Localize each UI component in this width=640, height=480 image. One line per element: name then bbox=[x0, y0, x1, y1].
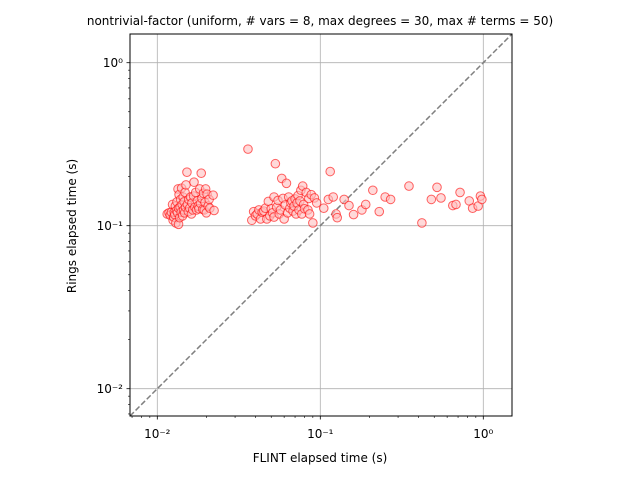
data-point bbox=[385, 194, 396, 205]
y-tick-label: 10⁻² bbox=[97, 382, 124, 396]
x-axis-ticks: 10⁻² 10⁻¹ 10⁰ bbox=[131, 416, 494, 441]
data-point bbox=[368, 185, 378, 196]
diagonal-dashed-line bbox=[129, 33, 513, 417]
data-point bbox=[436, 193, 446, 203]
y-tick-label: 10⁰ bbox=[103, 56, 123, 70]
data-point bbox=[196, 168, 207, 178]
data-point bbox=[477, 194, 487, 205]
y-axis-ticks: 10⁻² 10⁻¹ 10⁰ bbox=[97, 56, 130, 415]
data-points bbox=[162, 144, 487, 230]
diagonal-reference-line bbox=[129, 33, 513, 417]
data-point bbox=[181, 180, 191, 190]
x-tick-label: 10⁻² bbox=[144, 427, 171, 441]
data-point bbox=[417, 218, 427, 228]
data-point bbox=[308, 218, 318, 228]
data-point bbox=[360, 199, 371, 210]
x-axis-label: FLINT elapsed time (s) bbox=[253, 451, 388, 465]
data-point bbox=[455, 187, 465, 198]
y-axis-label: Rings elapsed time (s) bbox=[65, 159, 79, 293]
data-point bbox=[451, 199, 461, 210]
data-point bbox=[432, 182, 442, 193]
data-point bbox=[426, 194, 437, 205]
data-point bbox=[339, 194, 349, 205]
data-point bbox=[328, 192, 339, 202]
data-point bbox=[311, 198, 322, 208]
data-point bbox=[189, 177, 199, 187]
data-point bbox=[404, 181, 414, 191]
data-point bbox=[208, 190, 218, 200]
data-point bbox=[325, 166, 335, 177]
data-point bbox=[270, 158, 281, 169]
data-point bbox=[344, 200, 354, 211]
y-tick-label: 10⁻¹ bbox=[97, 219, 124, 233]
x-tick-label: 10⁰ bbox=[473, 427, 493, 441]
data-point bbox=[332, 212, 343, 223]
data-point bbox=[281, 178, 292, 189]
data-point bbox=[209, 205, 219, 216]
plot-frame bbox=[129, 33, 513, 417]
data-point bbox=[374, 206, 385, 217]
chart-title: nontrivial-factor (uniform, # vars = 8, … bbox=[87, 14, 553, 28]
data-point bbox=[243, 144, 253, 154]
x-tick-label: 10⁻¹ bbox=[307, 427, 334, 441]
data-point bbox=[318, 203, 329, 214]
data-point bbox=[348, 209, 359, 220]
data-point bbox=[304, 209, 315, 219]
data-point bbox=[182, 167, 192, 177]
